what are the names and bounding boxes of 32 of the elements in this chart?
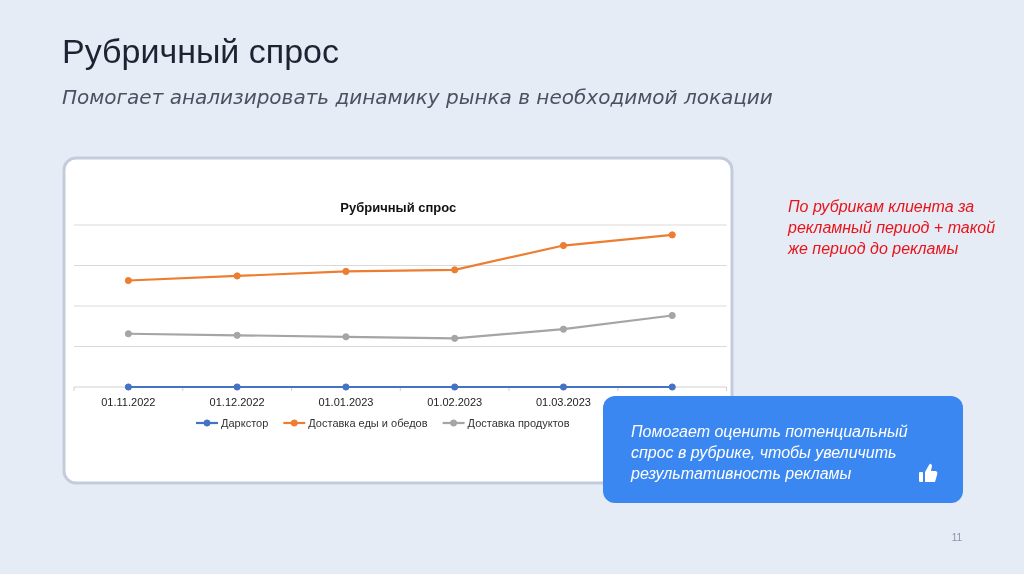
x-tick-label: 01.02.2023 [427,396,483,408]
text: 11 [951,532,963,543]
point [559,325,568,333]
x-tick-label: 01.12.2022 [209,396,265,408]
point [233,272,241,280]
x-tick-label: 01.11.2022 [101,396,156,408]
text: По рубрикам клиента за рекламный период + такой же период до рекламы [787,198,996,257]
legend-label: Доставка еды и обедов [308,417,428,429]
point [124,276,132,285]
point [559,383,568,391]
point [451,383,459,391]
point [668,311,676,320]
x-tick-label: 01.03.2023 [535,396,591,408]
chart-title: Рубричный спрос [62,32,340,70]
point [342,267,350,275]
point [233,383,241,391]
point [342,333,350,341]
legend-label: Даркстор [221,417,269,429]
text: Помогает оценить потенциальный спрос в рубрике, чтобы увеличить результативность рекламы [630,423,908,482]
legend-label: Доставка продуктов [467,417,570,429]
point [233,331,241,339]
point [124,383,132,391]
text: Рубричный спрос [340,200,457,215]
point [451,334,459,342]
point [451,266,459,274]
point [668,231,676,239]
point [342,383,350,391]
x-tick-label: 01.01.2023 [318,396,374,408]
point [124,330,132,338]
point [559,241,568,250]
chart-subtitle: Помогает анализировать динамику рынка в необходимой локации [62,85,773,109]
point [668,383,676,391]
